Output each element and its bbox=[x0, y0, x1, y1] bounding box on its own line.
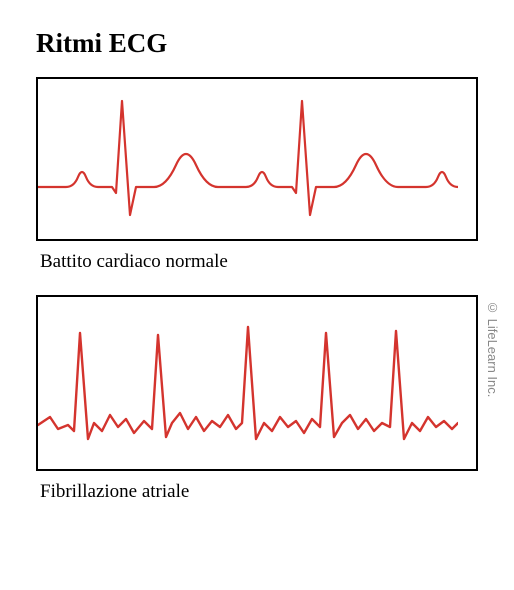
ecg-panel-normal bbox=[36, 77, 478, 241]
ecg-trace-normal bbox=[38, 79, 458, 239]
caption-normal: Battito cardiaco normale bbox=[36, 251, 478, 273]
page-title: Ritmi ECG bbox=[36, 28, 478, 59]
caption-afib: Fibrillazione atriale bbox=[36, 481, 478, 503]
copyright-watermark: © LifeLearn Inc. bbox=[485, 300, 500, 397]
ecg-trace-afib bbox=[38, 297, 458, 469]
ecg-panel-afib bbox=[36, 295, 478, 471]
